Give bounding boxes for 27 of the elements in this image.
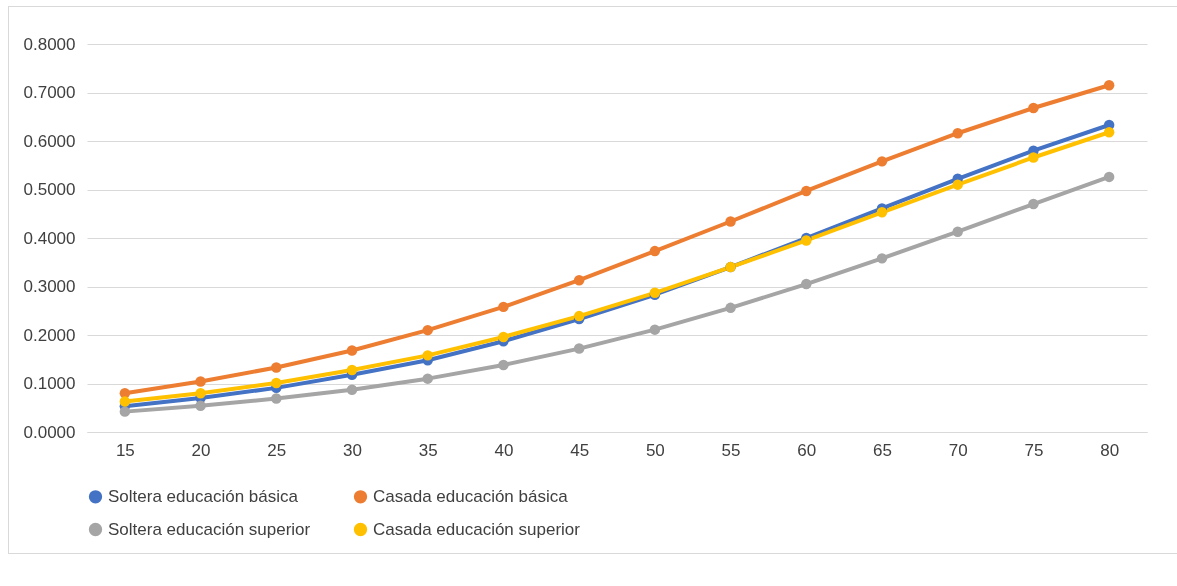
x-tick-label: 35	[418, 440, 438, 460]
x-tick-label: 80	[1100, 440, 1120, 460]
x-tick-label: 40	[494, 440, 514, 460]
x-tick-label: 50	[645, 440, 665, 460]
y-tick-label: 0.1000	[23, 374, 76, 393]
x-tick-label: 55	[721, 440, 741, 460]
x-tick-label: 75	[1024, 440, 1044, 460]
y-tick-label: 0.7000	[23, 83, 76, 102]
legend-label: Soltera educación básica	[108, 486, 299, 506]
y-tick-label: 0.0000	[23, 422, 76, 442]
y-tick-label: 0.5000	[23, 180, 76, 199]
y-tick-label: 0.6000	[23, 131, 76, 151]
y-tick-label: 0.8000	[23, 34, 76, 54]
legend-label: Casada educación básica	[373, 486, 569, 506]
x-tick-label: 65	[873, 440, 892, 460]
x-tick-label: 45	[570, 440, 590, 460]
legend-label: Soltera educación superior	[108, 519, 311, 539]
y-tick-label: 0.4000	[23, 228, 76, 248]
legend-label: Casada educación superior	[373, 519, 581, 539]
y-tick-label: 0.3000	[23, 277, 76, 296]
x-tick-label: 15	[115, 440, 135, 460]
y-tick-label: 0.2000	[23, 325, 76, 345]
x-tick-label: 30	[343, 440, 362, 460]
x-tick-label: 60	[797, 440, 817, 460]
x-tick-label: 25	[267, 440, 287, 460]
x-tick-label: 70	[948, 440, 968, 460]
x-tick-label: 20	[191, 440, 211, 460]
